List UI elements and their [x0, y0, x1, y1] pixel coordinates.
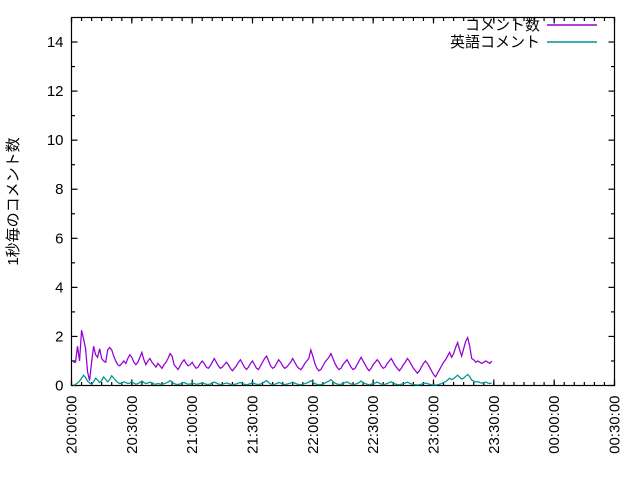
y-tick-label: 2: [55, 328, 63, 345]
x-tick-label: 23:00:00: [426, 396, 443, 454]
y-tick-label: 14: [47, 34, 64, 51]
series-line-2: [73, 373, 492, 387]
x-tick-label: 22:00:00: [305, 396, 322, 454]
x-tick-label: 20:00:00: [64, 396, 81, 454]
y-tick-label: 0: [55, 378, 63, 395]
y-tick-label: 12: [47, 83, 64, 100]
x-tick-label: 23:30:00: [486, 396, 503, 454]
x-tick-label: 00:00:00: [546, 396, 563, 454]
y-tick-label: 8: [55, 181, 63, 198]
y-tick-label: 4: [55, 279, 63, 296]
x-tick-label: 22:30:00: [365, 396, 382, 454]
series-line-1: [73, 330, 493, 381]
x-tick-label: 21:00:00: [184, 396, 201, 454]
y-tick-label: 10: [47, 132, 64, 149]
plot-frame: [70, 16, 616, 387]
x-tick-label: 20:30:00: [124, 396, 141, 454]
plot-border: [70, 16, 616, 387]
series-lines: [73, 330, 493, 387]
x-tick-label: 21:30:00: [245, 396, 262, 454]
x-tick-label: 00:30:00: [607, 396, 624, 454]
legend-label-2: 英語コメント: [450, 33, 540, 51]
legend-label-1: コメント数: [465, 17, 540, 34]
x-axis-ticks: 20:00:00 20:30:00 21:00:00 21:30:00 22:00:00…: [64, 17, 624, 454]
y-axis-title-text: 1秒毎のコメント数: [5, 137, 22, 265]
y-axis-title: 1秒毎のコメント数: [5, 137, 22, 265]
y-axis-ticks: 0 2 4 6 8 10 12 14: [47, 34, 615, 395]
y-tick-label: 6: [55, 230, 63, 247]
